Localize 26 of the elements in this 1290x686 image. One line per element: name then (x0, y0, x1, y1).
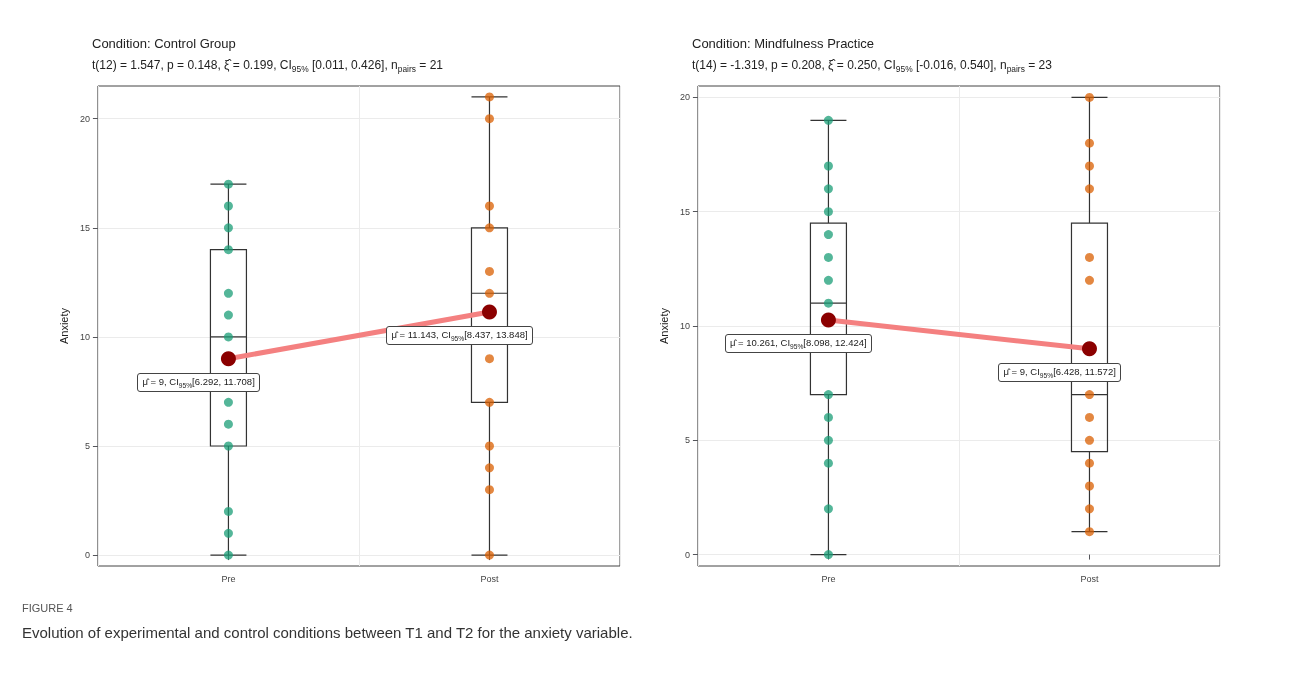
x-tick-label: Post (1080, 573, 1099, 584)
y-tick-label: 15 (679, 206, 690, 217)
x-tick-label: Pre (221, 573, 236, 584)
y-axis-title: Anxiety (57, 307, 70, 345)
x-tick-label: Pre (821, 573, 836, 584)
y-tick-label: 20 (79, 113, 90, 124)
y-tick-label: 10 (679, 321, 690, 331)
y-tick-label: 0 (84, 550, 90, 561)
y-tick-label: 0 (684, 549, 690, 560)
caption: FIGURE 4 (22, 602, 73, 614)
chart-title: Condition: Mindfulness Practice (692, 36, 875, 51)
annotation: μ̂ = 9, CI$_{95%}$[6.428, 11.572] (998, 362, 1121, 382)
y-tick-label: 10 (79, 331, 90, 342)
y-tick-label: 15 (79, 222, 90, 233)
annotation: μ̂ = 9, CI$_{95%}$[6.292, 11.708] (137, 372, 260, 392)
y-tick-label: 5 (684, 435, 690, 446)
annotation: μ̂ = 11.143, CI$_{95%}$[8.437, 13.848] (386, 325, 533, 345)
annotation: μ̂ = 10.261, CI$_{95%}$[8.098, 12.424] (724, 334, 872, 353)
y-tick-label: 5 (84, 441, 90, 451)
chart-subtitle: t(14) = -1.319, p = 0.208, ξ̂ = 0.250, CI$_{95%}$ [-0.016, 0.540], n$_{pairs}$ = 23 (692, 58, 1052, 75)
x-tick-label: Post (480, 573, 499, 584)
chart-subtitle: t(12) = 1.547, p = 0.148, ξ̂ = 0.199, CI$_{95%}$ [0.011, 0.426], n$_{pairs}$ = 21 (92, 58, 443, 75)
y-tick-label: 20 (679, 92, 690, 103)
y-axis-title: Anxiety (657, 307, 670, 345)
text: Evolution of experimental and control conditions between T1 and T2 for the anxiety variable. (22, 624, 633, 641)
chart-title: Condition: Control Group (92, 36, 236, 51)
